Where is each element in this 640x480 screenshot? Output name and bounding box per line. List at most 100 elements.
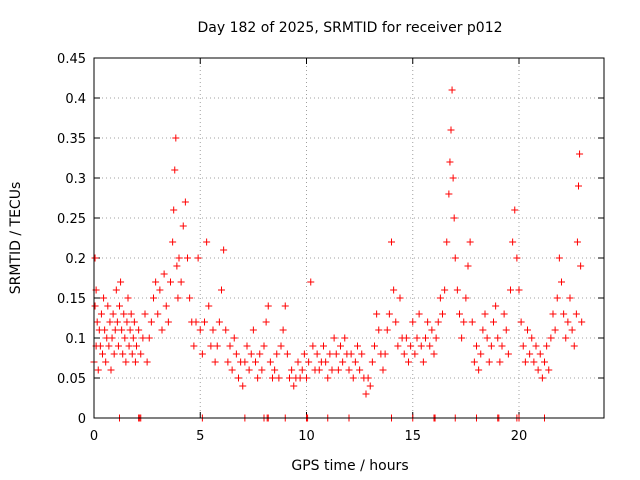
data-point (137, 350, 145, 358)
data-point (112, 286, 120, 294)
y-tick-label: 0.25 (57, 212, 86, 227)
data-point (158, 326, 166, 334)
data-point (196, 326, 204, 334)
data-point (143, 358, 151, 366)
data-point (519, 342, 527, 350)
data-point (366, 382, 374, 390)
data-point (328, 366, 336, 374)
data-point (126, 326, 134, 334)
data-point (170, 206, 178, 214)
data-point (198, 350, 206, 358)
data-point (154, 310, 162, 318)
data-point (110, 350, 118, 358)
data-point (509, 238, 517, 246)
data-point (256, 350, 264, 358)
plot-frame (93, 57, 605, 419)
data-point (120, 310, 128, 318)
data-point (269, 374, 276, 382)
y-tick-label: 0.3 (65, 172, 86, 187)
data-point (290, 382, 298, 390)
data-point (160, 270, 168, 278)
data-point (473, 342, 480, 350)
data-point (324, 374, 332, 382)
x-tick-label: 10 (298, 429, 315, 444)
data-point (247, 350, 255, 358)
data-point (288, 366, 296, 374)
data-point (147, 318, 155, 326)
x-axis-ticks: 0 5 10 15 20 (90, 58, 527, 444)
data-point (547, 334, 555, 342)
data-point (203, 238, 211, 246)
data-point (262, 318, 270, 326)
data-point (507, 286, 514, 294)
data-point (515, 286, 523, 294)
data-point (97, 310, 105, 318)
data-point (524, 326, 531, 334)
data-point (201, 318, 208, 326)
data-point (466, 238, 474, 246)
data-point (517, 318, 525, 326)
data-point (396, 294, 404, 302)
data-point (381, 350, 389, 358)
data-point (511, 206, 519, 214)
data-point (133, 342, 140, 350)
y-tick-label: 0.4 (65, 92, 86, 107)
data-point (573, 238, 581, 246)
y-tick-label: 0.2 (65, 252, 86, 267)
y-tick-label: 0.15 (57, 292, 86, 307)
data-point (179, 222, 187, 230)
data-point (167, 278, 174, 286)
data-point (130, 318, 138, 326)
data-point (286, 374, 293, 382)
data-point (205, 302, 213, 310)
data-point (400, 350, 408, 358)
data-point (252, 358, 259, 366)
data-point (545, 366, 553, 374)
data-point (162, 302, 170, 310)
x-tick-label: 5 (196, 429, 204, 444)
data-point (428, 326, 436, 334)
data-point (315, 366, 323, 374)
data-point (402, 334, 410, 342)
data-point (349, 374, 357, 382)
data-point (226, 342, 234, 350)
data-point (450, 214, 458, 222)
data-point (277, 342, 285, 350)
data-points (90, 86, 586, 422)
data-point (106, 318, 114, 326)
data-point (341, 334, 349, 342)
data-point (392, 318, 400, 326)
data-point (385, 310, 393, 318)
data-point (446, 158, 454, 166)
data-point (313, 350, 321, 358)
data-point (177, 278, 185, 286)
data-point (417, 342, 425, 350)
data-point (99, 350, 106, 358)
y-tick-label: 0.45 (57, 52, 86, 67)
data-point (254, 374, 262, 382)
data-point (104, 302, 112, 310)
data-point (96, 342, 104, 350)
data-point (543, 342, 551, 350)
data-point (441, 286, 449, 294)
data-point (373, 310, 381, 318)
data-point (164, 318, 172, 326)
data-point (101, 326, 109, 334)
data-point (114, 342, 122, 350)
data-point (475, 366, 483, 374)
data-point (364, 374, 372, 382)
data-point (121, 334, 129, 342)
data-point (93, 318, 101, 326)
data-point (111, 326, 119, 334)
data-point (415, 310, 423, 318)
data-point (456, 310, 463, 318)
data-point (560, 310, 568, 318)
data-point (498, 342, 506, 350)
data-point (541, 358, 548, 366)
data-point (513, 254, 521, 262)
data-point (347, 350, 355, 358)
data-point (564, 318, 572, 326)
x-axis-label: GPS time / hours (291, 458, 408, 474)
data-point (326, 350, 334, 358)
data-point (577, 262, 585, 270)
